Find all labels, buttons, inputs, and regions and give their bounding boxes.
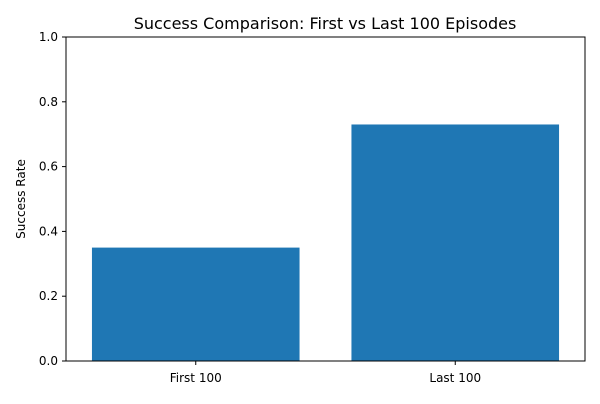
bars-group: [91, 124, 560, 361]
y-tick-label: 0.2: [39, 289, 58, 303]
ticks-group: First 100 Last 100 0.0 0.2 0.4 0.6 0.8 1.0: [39, 30, 481, 385]
x-tick-label: First 100: [170, 371, 222, 385]
y-tick-label: 0.0: [39, 354, 58, 368]
y-axis-label: Success Rate: [14, 159, 28, 239]
axes-group: [65, 36, 586, 362]
y-tick-label: 0.4: [39, 224, 58, 238]
bar-last-100: [351, 124, 560, 361]
bar-first-100: [91, 247, 300, 361]
y-tick-label: 0.8: [39, 95, 58, 109]
x-tick-label: Last 100: [429, 371, 481, 385]
y-tick-label: 0.6: [39, 160, 58, 174]
axes-frame: [65, 36, 586, 362]
y-tick-label: 1.0: [39, 30, 58, 44]
chart-title: Success Comparison: First vs Last 100 Ep…: [134, 14, 517, 33]
